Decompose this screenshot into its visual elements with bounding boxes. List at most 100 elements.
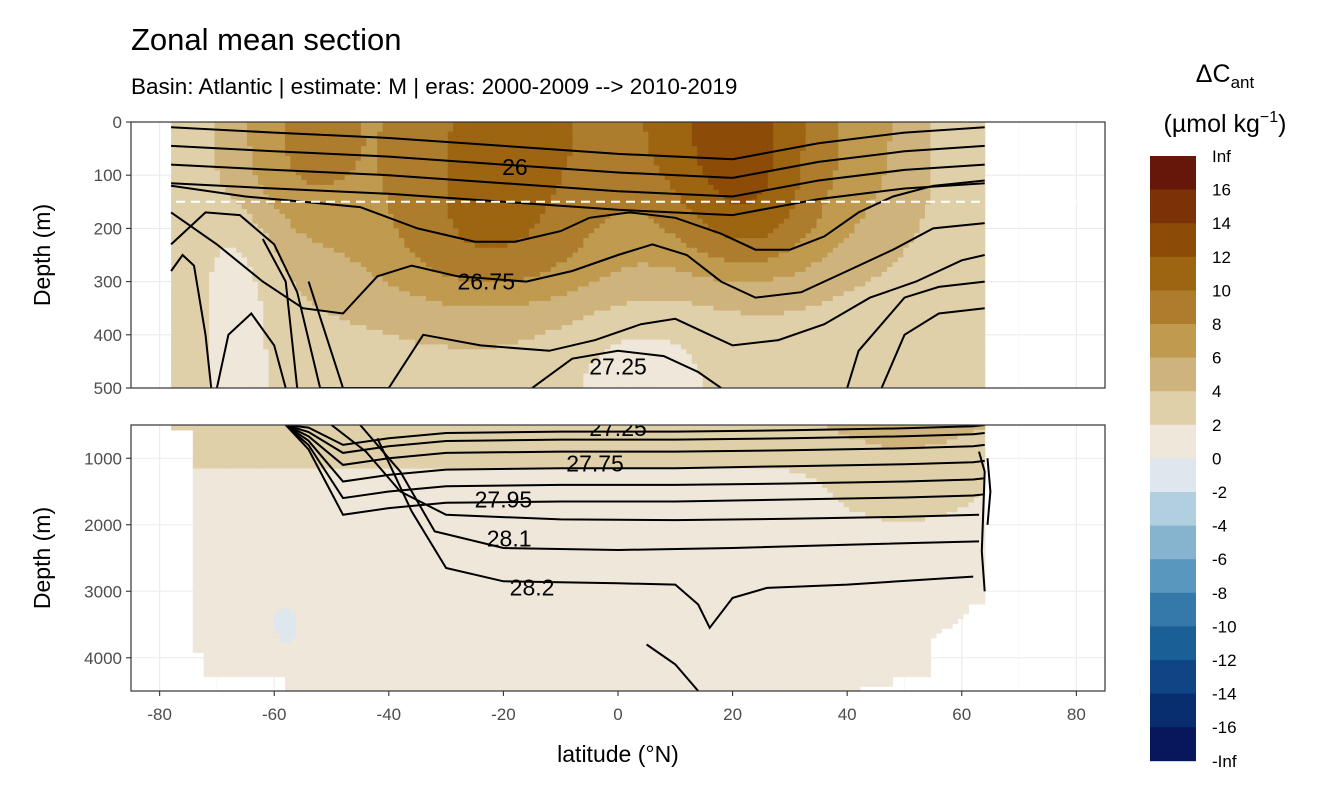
field-cell — [388, 325, 395, 331]
field-cell — [599, 233, 606, 239]
field-cell — [491, 373, 498, 379]
field-cell — [458, 242, 465, 249]
field-cell — [523, 329, 530, 336]
field-cell — [176, 242, 183, 249]
field-cell — [268, 358, 275, 365]
field-cell — [648, 184, 655, 191]
field-cell — [583, 238, 590, 244]
field-cell — [279, 146, 286, 152]
field-cell — [523, 122, 530, 128]
field-cell — [198, 252, 205, 259]
field-cell — [230, 320, 237, 326]
field-cell — [605, 122, 612, 128]
field-cell — [225, 310, 232, 317]
field-cell — [203, 325, 210, 331]
field-cell — [209, 218, 216, 225]
field-cell — [458, 334, 465, 341]
field-cell — [626, 262, 633, 268]
field-cell — [561, 339, 568, 346]
field-cell — [322, 160, 329, 167]
field-cell — [312, 184, 319, 191]
field-cell — [561, 291, 568, 297]
field-cell — [556, 329, 563, 336]
field-cell — [561, 271, 568, 278]
field-cell — [377, 223, 384, 229]
field-cell — [274, 160, 281, 167]
field-cell — [247, 155, 254, 162]
field-cell — [518, 165, 525, 171]
field-cell — [171, 378, 178, 384]
field-cell — [583, 257, 590, 263]
field-cell — [480, 242, 487, 249]
field-cell — [626, 146, 633, 152]
field-cell — [453, 300, 460, 307]
field-cell — [241, 175, 248, 181]
field-cell — [507, 339, 514, 346]
field-cell — [295, 329, 302, 336]
field-cell — [393, 233, 400, 239]
field-cell — [328, 358, 335, 365]
field-cell — [290, 204, 297, 210]
field-cell — [426, 296, 433, 302]
field-cell — [534, 300, 541, 307]
field-cell — [295, 218, 302, 225]
field-cell — [279, 262, 286, 268]
field-cell — [436, 180, 443, 186]
field-cell — [447, 378, 454, 384]
field-cell — [209, 373, 216, 379]
field-cell — [512, 267, 519, 273]
field-cell — [577, 160, 584, 167]
field-cell — [409, 320, 416, 326]
field-cell — [290, 300, 297, 307]
field-cell — [295, 155, 302, 162]
field-cell — [436, 122, 443, 128]
field-cell — [382, 141, 389, 147]
field-cell — [637, 165, 644, 171]
field-cell — [312, 310, 319, 317]
field-cell — [447, 315, 454, 321]
field-cell — [268, 175, 275, 181]
field-cell — [171, 218, 178, 225]
field-cell — [404, 281, 411, 288]
field-cell — [274, 228, 281, 234]
field-cell — [436, 257, 443, 263]
field-cell — [176, 151, 183, 157]
field-cell — [469, 213, 476, 220]
field-cell — [507, 233, 514, 239]
field-cell — [344, 354, 351, 360]
field-cell — [491, 325, 498, 331]
field-cell — [279, 267, 286, 273]
field-cell — [594, 233, 601, 239]
field-cell — [621, 257, 628, 263]
field-cell — [420, 373, 427, 379]
field-cell — [344, 257, 351, 263]
field-cell — [322, 349, 329, 355]
field-cell — [523, 247, 530, 254]
field-cell — [474, 363, 481, 370]
field-cell — [187, 281, 194, 288]
field-cell — [605, 233, 612, 239]
field-cell — [176, 354, 183, 360]
field-cell — [181, 204, 188, 210]
field-cell — [615, 296, 622, 302]
field-cell — [431, 363, 438, 370]
field-cell — [279, 334, 286, 341]
field-cell — [371, 286, 378, 292]
field-cell — [344, 233, 351, 239]
field-cell — [648, 286, 655, 292]
field-cell — [610, 286, 617, 292]
field-cell — [333, 160, 340, 167]
field-cell — [355, 358, 362, 365]
field-cell — [599, 184, 606, 191]
field-cell — [350, 262, 357, 268]
field-cell — [344, 247, 351, 254]
field-cell — [285, 213, 292, 220]
field-cell — [605, 194, 612, 200]
field-cell — [594, 204, 601, 210]
field-cell — [415, 194, 422, 200]
field-cell — [637, 131, 644, 138]
field-cell — [415, 170, 422, 176]
field-cell — [312, 194, 319, 200]
field-cell — [344, 252, 351, 259]
field-cell — [496, 262, 503, 268]
